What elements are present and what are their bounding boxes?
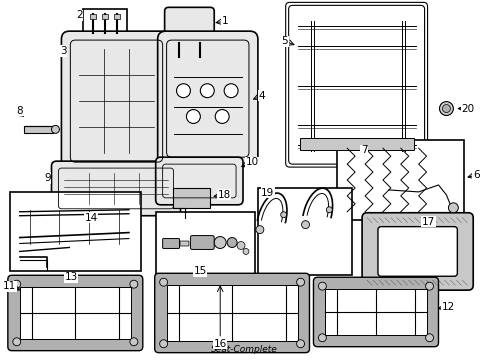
- FancyBboxPatch shape: [61, 31, 171, 171]
- Circle shape: [186, 109, 200, 123]
- FancyBboxPatch shape: [361, 213, 472, 290]
- Bar: [20, 287, 131, 339]
- Circle shape: [296, 278, 304, 286]
- Circle shape: [318, 282, 325, 290]
- Bar: [24, 126, 53, 133]
- FancyBboxPatch shape: [164, 7, 214, 47]
- Circle shape: [255, 226, 264, 234]
- Bar: [155, 212, 254, 276]
- Text: Seat-Complete: Seat-Complete: [210, 345, 277, 354]
- FancyBboxPatch shape: [313, 277, 438, 347]
- Circle shape: [214, 237, 225, 248]
- FancyBboxPatch shape: [163, 239, 179, 248]
- Text: 13: 13: [64, 272, 78, 282]
- FancyBboxPatch shape: [157, 31, 257, 166]
- Text: 5: 5: [281, 36, 287, 46]
- Circle shape: [301, 221, 309, 229]
- Text: 20: 20: [461, 104, 474, 113]
- Circle shape: [296, 340, 304, 348]
- Circle shape: [325, 207, 332, 213]
- FancyBboxPatch shape: [51, 161, 180, 216]
- Text: 3: 3: [60, 46, 66, 56]
- FancyBboxPatch shape: [8, 275, 142, 351]
- Bar: [102, 14, 108, 19]
- Circle shape: [130, 338, 138, 346]
- Bar: [299, 138, 413, 150]
- Circle shape: [130, 280, 138, 288]
- Circle shape: [226, 238, 237, 247]
- Circle shape: [51, 125, 60, 133]
- Text: 1: 1: [222, 16, 228, 26]
- Circle shape: [318, 334, 325, 342]
- Circle shape: [237, 242, 244, 249]
- Text: 6: 6: [472, 170, 479, 180]
- FancyBboxPatch shape: [180, 241, 188, 246]
- Circle shape: [442, 105, 449, 113]
- Text: 16: 16: [213, 339, 226, 349]
- Bar: [325, 289, 426, 335]
- Circle shape: [243, 248, 248, 255]
- FancyBboxPatch shape: [155, 157, 243, 205]
- Bar: [114, 14, 120, 19]
- Text: 9: 9: [44, 173, 51, 183]
- Circle shape: [280, 212, 286, 218]
- Circle shape: [425, 334, 433, 342]
- Text: 10: 10: [245, 157, 258, 167]
- Circle shape: [447, 203, 457, 213]
- Circle shape: [13, 280, 20, 288]
- Circle shape: [439, 102, 452, 116]
- FancyBboxPatch shape: [190, 235, 214, 249]
- Text: 11: 11: [3, 281, 17, 291]
- Circle shape: [215, 109, 229, 123]
- Bar: [83, 9, 127, 39]
- Text: 17: 17: [421, 217, 434, 227]
- Circle shape: [160, 278, 167, 286]
- Circle shape: [13, 338, 20, 346]
- Text: 12: 12: [441, 302, 454, 312]
- Text: 7: 7: [360, 145, 366, 155]
- Bar: [166, 285, 297, 341]
- Text: 2: 2: [76, 10, 82, 20]
- Circle shape: [160, 340, 167, 348]
- FancyBboxPatch shape: [377, 227, 456, 276]
- Text: 19: 19: [261, 188, 274, 198]
- Bar: [337, 140, 463, 220]
- Text: 18: 18: [217, 190, 230, 200]
- Bar: [257, 188, 351, 275]
- Text: 14: 14: [84, 213, 98, 223]
- Text: 15: 15: [193, 266, 206, 276]
- Bar: [10, 192, 141, 271]
- Circle shape: [425, 282, 433, 290]
- Circle shape: [224, 84, 238, 98]
- Circle shape: [200, 84, 214, 98]
- FancyBboxPatch shape: [154, 273, 309, 353]
- Text: 8: 8: [17, 105, 23, 116]
- Bar: [90, 14, 96, 19]
- Text: 4: 4: [258, 91, 264, 101]
- Bar: [172, 188, 210, 208]
- Circle shape: [176, 84, 190, 98]
